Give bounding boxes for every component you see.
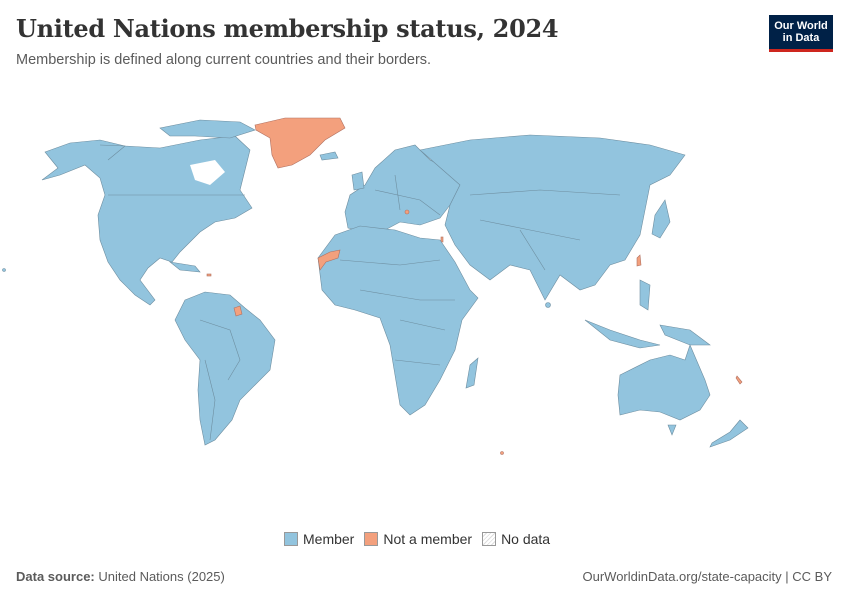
legend-label: Not a member — [383, 531, 473, 547]
south-america[interactable] — [174, 291, 276, 446]
kosovo[interactable] — [404, 209, 410, 215]
not-member-swatch — [364, 532, 379, 546]
no-data-swatch — [482, 532, 497, 546]
french-southern-territories[interactable] — [500, 451, 504, 455]
legend-label: No data — [501, 531, 551, 547]
greenland[interactable] — [254, 117, 346, 169]
logo-line-2: in Data — [782, 32, 820, 44]
source-value[interactable]: United Nations (2025) — [98, 569, 225, 584]
chart-subtitle: Membership is defined along current coun… — [16, 52, 432, 68]
africa[interactable] — [317, 225, 479, 416]
world-map[interactable] — [0, 80, 850, 520]
puerto-rico[interactable] — [206, 273, 212, 277]
source-label: Data source: — [16, 569, 95, 584]
owid-logo[interactable]: Our World in Data — [769, 15, 833, 52]
palestine[interactable] — [440, 236, 444, 243]
asia[interactable] — [419, 134, 686, 301]
new-caledonia[interactable] — [735, 375, 743, 385]
data-source: Data source: United Nations (2025) — [16, 569, 225, 584]
french-guiana[interactable] — [233, 305, 243, 317]
footer-url[interactable]: OurWorldinData.org/state-capacity | CC B… — [582, 569, 832, 584]
legend-label: Member — [303, 531, 355, 547]
western-sahara[interactable] — [317, 249, 341, 271]
legend-item-member[interactable]: Member — [284, 531, 354, 547]
legend-item-no-data[interactable]: No data — [482, 531, 550, 547]
taiwan[interactable] — [636, 254, 642, 267]
logo-line-1: Our World — [774, 20, 828, 32]
north-america[interactable] — [41, 135, 253, 306]
legend-item-not-member[interactable]: Not a member — [364, 531, 472, 547]
member-swatch — [284, 532, 298, 546]
chart-title: United Nations membership status, 2024 — [16, 14, 559, 43]
legend: Member Not a member No data — [284, 531, 560, 547]
australia[interactable] — [617, 344, 711, 421]
